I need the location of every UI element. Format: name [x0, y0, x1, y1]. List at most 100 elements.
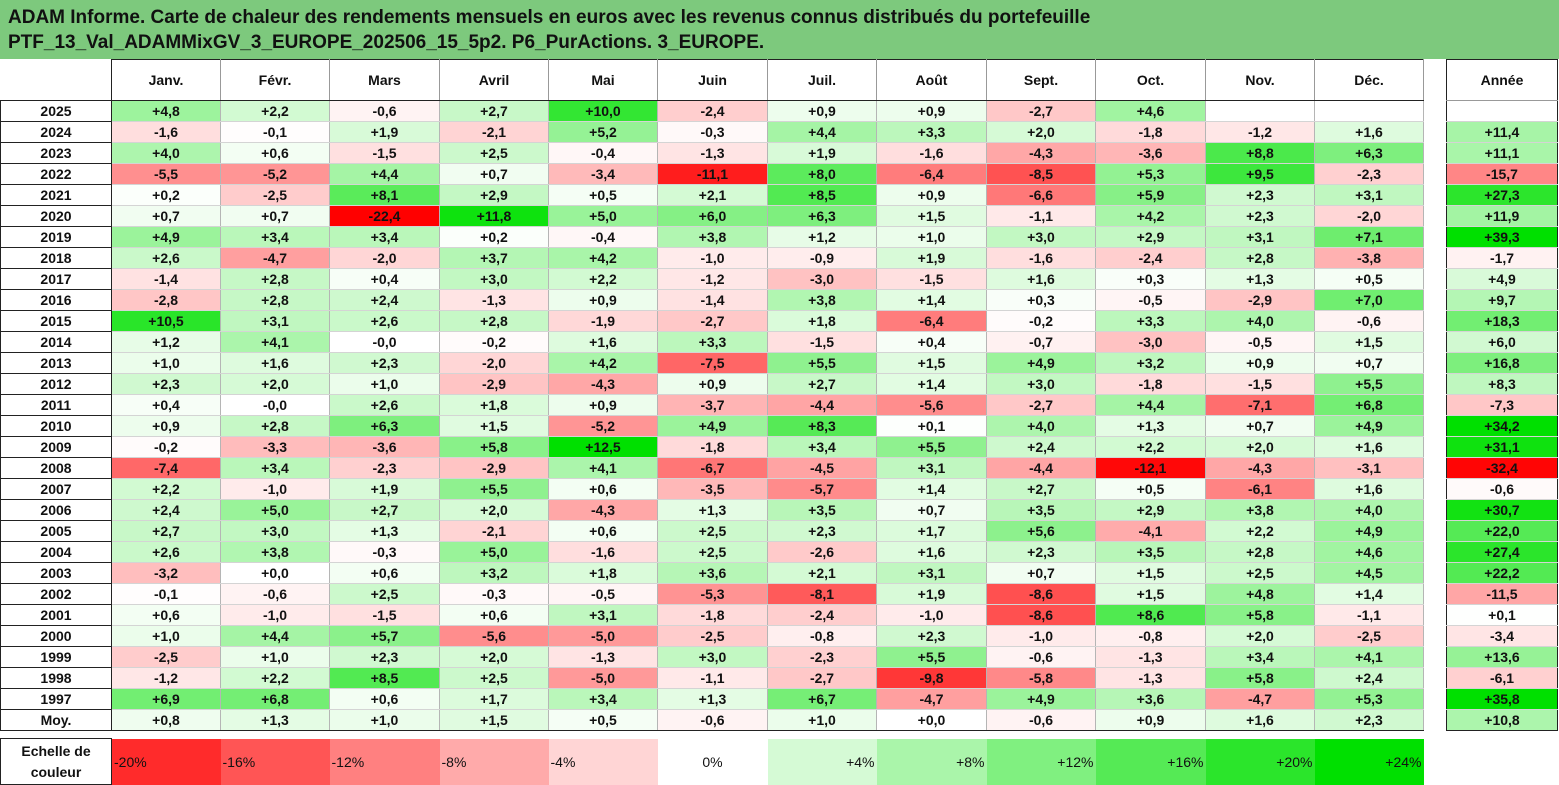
heatmap-cell: -1,2	[111, 667, 221, 689]
heatmap-cell: +3,3	[876, 121, 987, 143]
heatmap-cell: +2,6	[329, 310, 440, 332]
heatmap-cell: +0,7	[220, 205, 330, 227]
column-gap	[1423, 688, 1447, 710]
heatmap-cell: +8,6	[1095, 604, 1206, 626]
year-row: 2010 +0,9 +2,8 +6,3 +1,5 -5,2 +4,9 +8,3 +0,1 +4,0…	[0, 415, 1558, 437]
column-gap	[1423, 331, 1447, 353]
average-row: Moy. +0,8 +1,3 +1,0 +1,5 +0,5 -0,6 +1,0 +0,0 -0,6…	[0, 709, 1558, 731]
heatmap-cell: +4,2	[548, 352, 658, 374]
column-gap	[1423, 457, 1447, 479]
heatmap-cell: +2,3	[329, 352, 440, 374]
heatmap-cell: +2,0	[986, 121, 1096, 143]
heatmap-cell: -5,8	[986, 667, 1096, 689]
column-gap	[1423, 436, 1447, 458]
heatmap-cell: -6,6	[986, 184, 1096, 206]
heatmap-cell: +1,3	[657, 688, 768, 710]
heatmap-cell: +0,9	[767, 100, 877, 122]
heatmap-cell: +6,7	[767, 688, 877, 710]
annual-cell: +13,6	[1446, 646, 1558, 668]
year-row: 2018 +2,6 -4,7 -2,0 +3,7 +4,2 -1,0 -0,9 +1,9 -1,6…	[0, 247, 1558, 269]
year-row: 2007 +2,2 -1,0 +1,9 +5,5 +0,6 -3,5 -5,7 +1,4 +2,7…	[0, 478, 1558, 500]
heatmap-cell: +3,1	[876, 562, 987, 584]
heatmap-cell: +5,8	[1205, 667, 1315, 689]
heatmap-cell: +4,9	[986, 688, 1096, 710]
heatmap-cell: -7,5	[657, 352, 768, 374]
annual-cell: +31,1	[1446, 436, 1558, 458]
heatmap-cell: +4,4	[220, 625, 330, 647]
heatmap-cell: +2,3	[111, 373, 221, 395]
heatmap-cell: +3,3	[1095, 310, 1206, 332]
heatmap-cell: +1,6	[220, 352, 330, 374]
heatmap-cell: -0,3	[439, 583, 549, 605]
heatmap-cell: +0,9	[548, 289, 658, 311]
heatmap-cell: +6,3	[1314, 142, 1424, 164]
heatmap-cell: +2,0	[220, 373, 330, 395]
heatmap-cell: +5,2	[548, 121, 658, 143]
heatmap-cell: +4,0	[1205, 310, 1315, 332]
heatmap-cell: +1,3	[220, 709, 330, 731]
heatmap-cell: +0,7	[111, 205, 221, 227]
year-row: 2021 +0,2 -2,5 +8,1 +2,9 +0,5 +2,1 +8,5 +0,9 -6,6…	[0, 184, 1558, 206]
heatmap-cell: +2,3	[986, 541, 1096, 563]
heatmap-cell: +1,6	[1314, 121, 1424, 143]
year-label: 2023	[0, 142, 112, 164]
heatmap-cell: +5,0	[548, 205, 658, 227]
annual-cell	[1446, 100, 1558, 122]
heatmap-cell: +3,2	[1095, 352, 1206, 374]
heatmap-cell: +1,9	[329, 478, 440, 500]
heatmap-cell: -3,8	[1314, 247, 1424, 269]
year-row: 2012 +2,3 +2,0 +1,0 -2,9 -4,3 +0,9 +2,7 +1,4 +3,0…	[0, 373, 1558, 395]
heatmap-cell: +10,5	[111, 310, 221, 332]
month-header-8: Août	[876, 59, 987, 101]
heatmap-cell: -4,7	[876, 688, 987, 710]
heatmap-cell: +0,6	[548, 520, 658, 542]
heatmap-cell: -0,5	[1205, 331, 1315, 353]
heatmap-cell: -2,9	[439, 373, 549, 395]
heatmap-cell: -1,1	[657, 667, 768, 689]
heatmap-cell: +2,8	[1205, 541, 1315, 563]
heatmap-cell: +1,0	[767, 709, 877, 731]
year-label: 2019	[0, 226, 112, 248]
heatmap-cell: +1,0	[329, 373, 440, 395]
year-label: 1999	[0, 646, 112, 668]
heatmap-cell: -1,1	[1314, 604, 1424, 626]
heatmap-cell: -5,0	[548, 667, 658, 689]
year-row: 2016 -2,8 +2,8 +2,4 -1,3 +0,9 -1,4 +3,8 +1,4 +0,3…	[0, 289, 1558, 311]
heatmap-cell: +1,6	[1314, 436, 1424, 458]
heatmap-cell: -1,0	[986, 625, 1096, 647]
month-header-6: Juin	[657, 59, 768, 101]
column-gap	[1423, 100, 1447, 122]
year-row: 2015 +10,5 +3,1 +2,6 +2,8 -1,9 -2,7 +1,8 -6,4 -0,…	[0, 310, 1558, 332]
heatmap-cell: +6,0	[657, 205, 768, 227]
heatmap-cell: -1,4	[111, 268, 221, 290]
year-label: 2024	[0, 121, 112, 143]
year-label: 1997	[0, 688, 112, 710]
heatmap-cell: +8,8	[1205, 142, 1315, 164]
heatmap-cell: -0,3	[329, 541, 440, 563]
heatmap-cell: +3,0	[220, 520, 330, 542]
heatmap-cell: -0,2	[111, 436, 221, 458]
annual-cell: +11,9	[1446, 205, 1558, 227]
column-gap	[1423, 289, 1447, 311]
heatmap-cell: +2,2	[1095, 436, 1206, 458]
heatmap-cell: +7,0	[1314, 289, 1424, 311]
heatmap-cell: +5,8	[1205, 604, 1315, 626]
heatmap-cell: +4,5	[1314, 562, 1424, 584]
heatmap-cell: +5,5	[439, 478, 549, 500]
heatmap-cell: -0,8	[1095, 625, 1206, 647]
heatmap-cell: +4,1	[548, 457, 658, 479]
color-scale-step: -8%	[439, 738, 549, 785]
heatmap-cell: +5,5	[767, 352, 877, 374]
heatmap-cell: -4,7	[220, 247, 330, 269]
heatmap-cell: +8,1	[329, 184, 440, 206]
year-label: 2016	[0, 289, 112, 311]
heatmap-cell: +1,4	[1314, 583, 1424, 605]
corner-cell	[0, 59, 112, 101]
heatmap-cell: +1,5	[876, 352, 987, 374]
heatmap-cell: -4,1	[1095, 520, 1206, 542]
heatmap-cell: +7,1	[1314, 226, 1424, 248]
heatmap-cell: +1,3	[657, 499, 768, 521]
heatmap-cell: +0,2	[439, 226, 549, 248]
column-gap	[1423, 499, 1447, 521]
heatmap-cell: +4,9	[986, 352, 1096, 374]
